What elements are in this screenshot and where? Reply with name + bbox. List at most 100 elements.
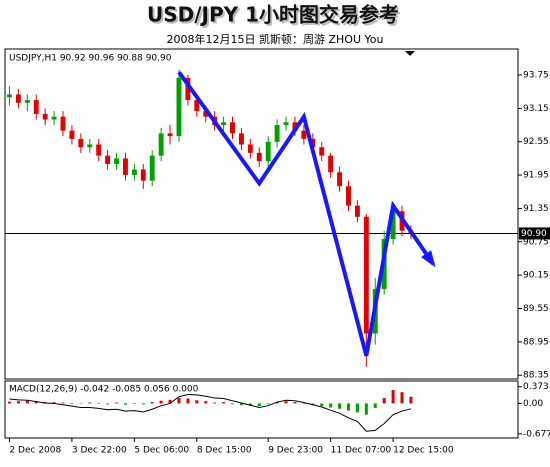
candle-body <box>140 169 146 181</box>
annotation-line <box>177 71 435 357</box>
candle-body <box>194 100 200 112</box>
candle-body <box>7 94 12 98</box>
macd-bar <box>195 400 199 404</box>
last-price-box <box>519 227 550 240</box>
macd-bar <box>88 402 92 404</box>
macd-bar <box>25 400 29 404</box>
x-tick-label: 12 Dec 15:00 <box>393 446 454 456</box>
candle-body <box>131 169 137 176</box>
candle-body <box>283 122 289 126</box>
macd-bar <box>123 403 127 405</box>
macd-bar <box>70 402 74 404</box>
price-header: USDJPY,H1 90.92 90.96 90.88 90.90 <box>9 54 172 64</box>
candle-body <box>78 138 84 148</box>
macd-header: MACD(12,26,9) -0.042 -0.085 0.056 0.000 <box>9 385 199 395</box>
macd-bar <box>34 401 38 404</box>
macd-bar <box>168 399 172 404</box>
y-tick-label: 91.95 <box>523 171 549 181</box>
macd-bar <box>338 403 342 409</box>
macd-y-tick-label: 0.373 <box>523 382 549 392</box>
candle-body <box>176 77 182 137</box>
macd-bar <box>320 403 324 407</box>
macd-bar <box>391 389 395 404</box>
candle-body <box>292 122 298 131</box>
macd-bar <box>115 402 119 404</box>
macd-bar <box>52 402 56 404</box>
macd-bar <box>61 402 65 404</box>
candle-body <box>24 100 30 103</box>
macd-bar <box>186 398 190 404</box>
macd-bar <box>150 402 154 404</box>
candle-body <box>247 144 253 153</box>
macd-y-tick-label: 0.00 <box>523 399 543 409</box>
macd-bar <box>79 403 83 404</box>
macd-bar <box>329 403 333 408</box>
macd-bar <box>346 403 350 411</box>
y-tick-label: 90.75 <box>523 237 549 247</box>
macd-y-tick-label: -0.677 <box>523 429 550 439</box>
candle-body <box>122 158 128 176</box>
chart-subtitle: 2008年12月15日 凯斯顿：周游 ZHOU You <box>167 32 384 46</box>
candle-body <box>33 100 39 114</box>
x-tick-label: 3 Dec 22:00 <box>72 446 127 456</box>
macd-bar <box>355 403 359 413</box>
macd-bar <box>204 401 208 404</box>
x-tick-label: 11 Dec 07:00 <box>331 446 392 456</box>
x-tick-label: 9 Dec 23:00 <box>268 446 323 456</box>
macd-bar <box>231 403 235 405</box>
candle-body <box>158 133 164 156</box>
candle-body <box>390 211 396 240</box>
candle-body <box>42 113 48 120</box>
y-tick-label: 93.75 <box>523 71 549 81</box>
candle-body <box>301 130 307 139</box>
candle-body <box>96 144 102 156</box>
chart-title: USD/JPY 1小时图交易参考 <box>147 3 399 27</box>
macd-bar <box>16 401 20 404</box>
y-tick-label: 92.55 <box>523 137 549 147</box>
candle-body <box>265 141 271 162</box>
candle-body <box>114 158 119 164</box>
annotation-arrowhead <box>421 250 436 268</box>
y-tick-label: 93.15 <box>523 104 549 114</box>
candle-body <box>203 111 209 117</box>
chart-title-shadow: USD/JPY 1小时图交易参考 <box>149 5 401 29</box>
macd-bar <box>257 403 261 407</box>
macd-bar <box>248 403 252 406</box>
macd-bar <box>7 401 11 404</box>
candle-body <box>105 155 111 164</box>
candle-body <box>256 152 262 162</box>
candle-body <box>149 155 155 181</box>
price-panel <box>4 48 519 380</box>
y-tick-label: 89.55 <box>523 304 549 314</box>
macd-bar <box>222 402 226 404</box>
candle-body <box>346 186 351 206</box>
macd-bar <box>275 402 279 404</box>
macd-bar <box>373 403 377 408</box>
macd-bar <box>132 402 136 404</box>
macd-bar <box>177 398 181 404</box>
macd-bar <box>302 403 306 404</box>
macd-bar <box>106 403 110 405</box>
y-tick-label: 91.35 <box>523 204 549 214</box>
candle-body <box>87 144 93 148</box>
y-tick-label: 90.15 <box>523 271 549 281</box>
macd-bar <box>159 400 163 404</box>
macd-bar <box>409 396 413 404</box>
macd-bar <box>293 402 297 404</box>
shift-marker <box>405 51 415 56</box>
candle-body <box>328 155 334 173</box>
candle-body <box>274 125 280 142</box>
y-tick-label: 88.95 <box>523 337 549 347</box>
x-tick-label: 5 Dec 06:00 <box>134 446 189 456</box>
x-tick-label: 8 Dec 15:00 <box>197 446 252 456</box>
macd-bar <box>284 401 288 404</box>
candle-body <box>363 216 369 334</box>
candle-body <box>337 172 343 187</box>
candle-body <box>319 147 325 156</box>
macd-bar <box>364 403 368 415</box>
candle-body <box>230 122 235 134</box>
macd-bar <box>97 402 101 404</box>
macd-bar <box>266 403 270 405</box>
candle-body <box>238 133 244 145</box>
